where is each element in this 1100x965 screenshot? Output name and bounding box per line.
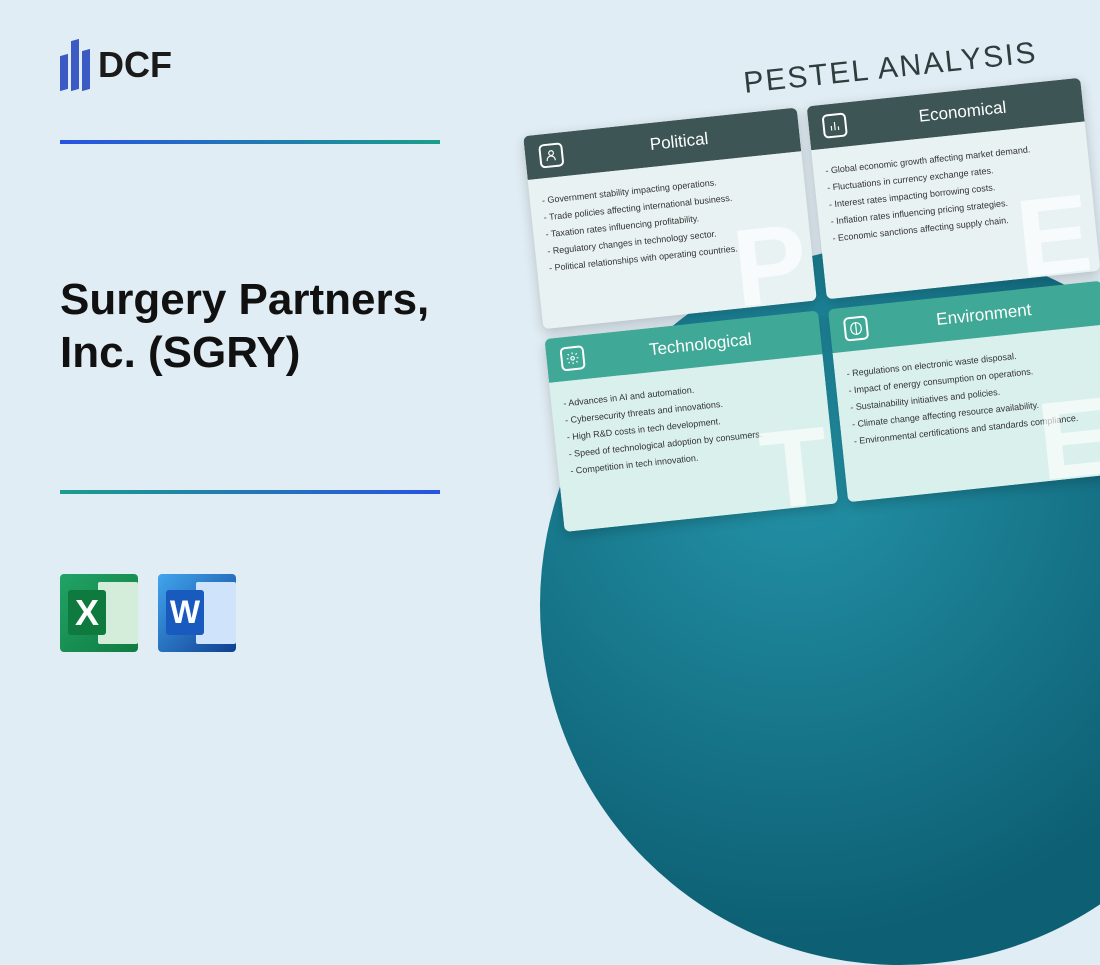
logo: DCF xyxy=(60,40,500,90)
gear-icon xyxy=(559,345,585,371)
card-body: E Global economic growth affecting marke… xyxy=(811,121,1100,299)
pestel-container: PESTEL ANALYSIS Political P Government s… xyxy=(518,32,1100,532)
left-panel: DCF Surgery Partners, Inc. (SGRY) X W xyxy=(60,40,500,652)
logo-text: DCF xyxy=(98,44,172,86)
card-body: P Government stability impacting operati… xyxy=(528,151,817,329)
file-icons: X W xyxy=(60,574,500,652)
card-body: T Advances in AI and automation. Cyberse… xyxy=(549,354,838,532)
pestel-card-economical: Economical E Global economic growth affe… xyxy=(807,78,1100,300)
divider-bottom xyxy=(60,490,440,494)
bullet-list: Government stability impacting operation… xyxy=(541,166,800,277)
logo-bars-icon xyxy=(60,40,90,90)
pestel-card-political: Political P Government stability impacti… xyxy=(523,107,817,329)
page-title: Surgery Partners, Inc. (SGRY) xyxy=(60,274,500,380)
pestel-card-technological: Technological T Advances in AI and autom… xyxy=(544,310,838,532)
bullet-list: Global economic growth affecting market … xyxy=(825,137,1084,248)
pestel-card-environment: Environment E Regulations on electronic … xyxy=(828,281,1100,503)
pestel-grid: Political P Government stability impacti… xyxy=(523,78,1100,532)
bullet-list: Regulations on electronic waste disposal… xyxy=(846,340,1100,451)
user-icon xyxy=(538,142,564,168)
word-icon[interactable]: W xyxy=(158,574,236,652)
excel-icon[interactable]: X xyxy=(60,574,138,652)
chart-icon xyxy=(822,112,848,138)
excel-letter: X xyxy=(68,590,106,635)
divider-top xyxy=(60,140,440,144)
card-body: E Regulations on electronic waste dispos… xyxy=(832,324,1100,502)
bullet-list: Advances in AI and automation. Cybersecu… xyxy=(562,369,821,480)
word-letter: W xyxy=(166,590,204,635)
leaf-icon xyxy=(843,315,869,341)
